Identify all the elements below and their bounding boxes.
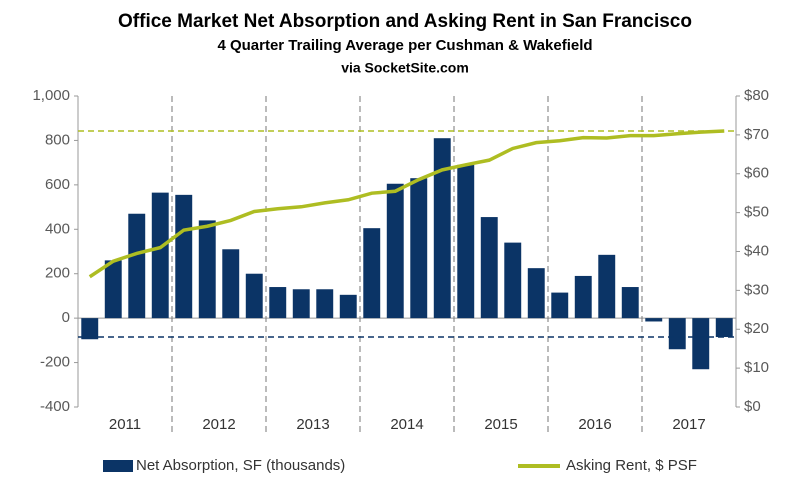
line xyxy=(88,129,725,279)
bar xyxy=(151,192,169,319)
bar xyxy=(292,289,310,319)
y-tick-label: 1,000 xyxy=(32,87,70,104)
bar xyxy=(339,294,357,319)
bar xyxy=(645,318,663,322)
bar xyxy=(198,220,216,319)
bar xyxy=(621,287,639,319)
x-tick-label: 2012 xyxy=(202,416,235,433)
source: via SocketSite.com xyxy=(341,60,469,76)
bar xyxy=(410,178,428,319)
bar xyxy=(457,164,475,319)
bar xyxy=(598,254,616,319)
bar xyxy=(245,273,263,319)
x-tick-label: 2013 xyxy=(296,416,329,433)
legend-label: Asking Rent, $ PSF xyxy=(566,457,697,474)
bar xyxy=(386,183,404,319)
bar xyxy=(104,260,122,319)
y2-tick-label: $50 xyxy=(744,204,769,221)
bar xyxy=(316,289,334,319)
chart-subtitle: 4 Quarter Trailing Average per Cushman &… xyxy=(217,37,592,54)
y2-tick-label: $80 xyxy=(744,87,769,104)
bar xyxy=(692,318,710,370)
x-tick-label: 2011 xyxy=(109,416,141,433)
bar xyxy=(363,228,381,319)
legend-label: Net Absorption, SF (thousands) xyxy=(136,457,345,474)
y2-tick-label: $30 xyxy=(744,281,769,298)
y2-tick-label: $40 xyxy=(744,242,769,259)
y-tick-label: 800 xyxy=(45,131,70,148)
bar xyxy=(551,292,569,319)
y2-tick-label: $10 xyxy=(744,359,769,376)
chart-title: Office Market Net Absorption and Asking … xyxy=(118,11,692,32)
y2-tick-label: $60 xyxy=(744,165,769,182)
y-tick-label: 0 xyxy=(62,309,70,326)
bar xyxy=(504,242,522,319)
x-tick-label: 2014 xyxy=(390,416,423,433)
bar xyxy=(81,318,99,340)
bar xyxy=(269,287,287,319)
y2-tick-label: $20 xyxy=(744,320,769,337)
bar xyxy=(527,268,545,319)
bar xyxy=(222,249,240,319)
bar xyxy=(480,217,498,319)
bar xyxy=(715,318,733,338)
legend-swatch xyxy=(103,460,133,472)
bar xyxy=(574,275,592,319)
y-tick-label: 400 xyxy=(45,220,70,237)
y2-tick-label: $70 xyxy=(744,126,769,143)
x-tick-label: 2015 xyxy=(484,416,517,433)
y-tick-label: -200 xyxy=(40,354,70,371)
y-tick-label: -400 xyxy=(40,398,70,415)
y2-tick-label: $0 xyxy=(744,398,761,415)
bar xyxy=(128,213,146,319)
bar xyxy=(433,138,451,319)
x-tick-label: 2017 xyxy=(672,416,705,433)
y-tick-label: 200 xyxy=(45,265,70,282)
bar xyxy=(668,318,686,350)
bar xyxy=(175,194,193,319)
x-tick-label: 2016 xyxy=(578,416,611,433)
y-tick-label: 600 xyxy=(45,176,70,193)
